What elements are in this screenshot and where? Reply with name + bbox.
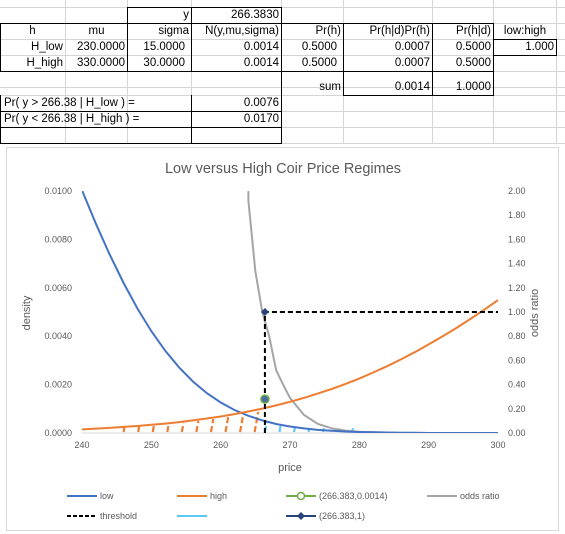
legend-label: threshold [100, 511, 137, 521]
tail-hatch-stroke [292, 427, 296, 433]
series-line-high [82, 299, 498, 431]
table-cell[interactable]: 0.0014 [243, 41, 279, 53]
y-tick-label: 0.0000 [44, 428, 72, 438]
table-cell[interactable]: 0.0007 [394, 41, 430, 53]
header-h[interactable]: h [29, 25, 36, 37]
tail-hatch-stroke [278, 425, 282, 433]
tail-hatch-stroke [122, 427, 126, 433]
table-cell[interactable]: 0.5000 [301, 41, 337, 53]
y2-tick-label: 1.40 [508, 259, 526, 269]
header-mu[interactable]: mu [88, 25, 105, 37]
chart-svg: Low versus High Coir Price Regimes 240 25… [21, 161, 541, 521]
tail-hatch-stroke [224, 416, 230, 433]
legend-label: (266.383,0.0014) [319, 491, 388, 501]
prob-low-value[interactable]: 0.0076 [243, 97, 279, 109]
legend-label: (266.383,1) [319, 511, 365, 521]
series-line-threshold [263, 311, 498, 433]
spreadsheet-region: y 266.3830 h mu sigma N(y,mu,sigma) Pr(h… [0, 0, 565, 148]
table-cell[interactable]: 15.0000 [143, 41, 185, 53]
table-cell[interactable]: 330.0000 [77, 57, 125, 69]
y2-axis-title: odds ratio [529, 289, 541, 337]
tail-hatch-stroke [166, 423, 170, 433]
y2-tick-label: 0.80 [508, 331, 526, 341]
tail-hatch-stroke [180, 422, 185, 433]
marker-intersection-point [260, 394, 270, 404]
tail-hatch-stroke [137, 426, 141, 433]
table-cell[interactable]: H_high [26, 57, 63, 69]
marker-odds-point [260, 308, 269, 316]
y2-tick-label: 0.40 [508, 380, 526, 390]
y-value-cell[interactable]: 266.3830 [231, 9, 279, 21]
table-cell[interactable]: 0.5000 [301, 57, 337, 69]
series-line-low [82, 191, 498, 433]
legend-label: high [210, 491, 227, 501]
chart-title: Low versus High Coir Price Regimes [165, 161, 401, 177]
y2-tick-label: 0.00 [508, 428, 526, 438]
table-cell[interactable]: 0.5000 [455, 41, 491, 53]
y2-tick-label: 1.60 [508, 234, 526, 244]
y2-tick-label: 1.80 [508, 210, 526, 220]
legend-label: odds ratio [460, 491, 500, 501]
table-cell[interactable]: 0.5000 [455, 57, 491, 69]
header-joint[interactable]: Pr(h|d)Pr(h) [369, 25, 431, 37]
series-line-odds-ratio [247, 191, 498, 433]
y-tick-label: 0.0100 [44, 186, 72, 196]
legend-marker [297, 512, 305, 520]
legend: low high (266.383,0.0014) odds ratio thresho… [67, 491, 500, 521]
prob-low-label[interactable]: Pr( y > 266.38 | H_low ) = [4, 97, 135, 109]
tail-hatch-stroke [151, 425, 156, 433]
x-tick-label: 260 [213, 440, 228, 450]
sum-label-cell[interactable]: sum [319, 81, 341, 93]
x-tick-label: 250 [144, 440, 159, 450]
y2-tick-label: 0.20 [508, 404, 526, 414]
header-posterior[interactable]: Pr(h|d) [456, 25, 491, 37]
table-cell[interactable]: 230.0000 [77, 41, 125, 53]
tail-hatch-stroke [253, 411, 260, 433]
sum-posterior-cell[interactable]: 1.0000 [455, 81, 491, 93]
header-sigma[interactable]: sigma [158, 25, 189, 37]
y-tick-label: 0.0040 [44, 331, 72, 341]
sum-joint-cell[interactable]: 0.0014 [394, 81, 430, 93]
x-tick-label: 280 [352, 440, 367, 450]
y-tick-label: 0.0020 [44, 380, 72, 390]
chart-area[interactable]: Low versus High Coir Price Regimes 240 25… [6, 147, 559, 531]
header-normal-density[interactable]: N(y,mu,sigma) [205, 25, 279, 37]
y2-tick-label: 1.20 [508, 283, 526, 293]
header-prior[interactable]: Pr(h) [315, 25, 341, 37]
table-cell[interactable]: 30.0000 [143, 57, 185, 69]
prob-high-label[interactable]: Pr( y < 266.38 | H_high ) = [4, 113, 140, 125]
legend-label: low [100, 491, 114, 501]
x-tick-label: 270 [282, 440, 297, 450]
table-cell[interactable]: H_low [31, 41, 63, 53]
x-tick-label: 290 [421, 440, 436, 450]
table-cell[interactable]: 0.0014 [243, 57, 279, 69]
x-tick-label: 300 [490, 440, 505, 450]
prob-high-value[interactable]: 0.0170 [243, 113, 279, 125]
table-cell[interactable]: 0.0007 [394, 57, 430, 69]
y-axis-title: density [21, 295, 33, 330]
tail-hatch-stroke [209, 418, 215, 433]
header-low-high[interactable]: low:high [503, 25, 547, 37]
x-axis-title: price [278, 462, 302, 474]
y2-tick-label: 1.00 [508, 307, 526, 317]
tail-hatch-stroke [238, 414, 245, 433]
y-tick-label: 0.0060 [44, 283, 72, 293]
y-label-cell[interactable]: y [183, 9, 189, 21]
legend-marker [296, 491, 306, 501]
x-tick-label: 240 [74, 440, 89, 450]
y2-tick-label: 0.60 [508, 355, 526, 365]
tail-hatch-stroke [195, 420, 200, 433]
y-tick-label: 0.0080 [44, 234, 72, 244]
y2-tick-label: 2.00 [508, 186, 526, 196]
table-cell[interactable]: 1.000 [525, 41, 554, 53]
